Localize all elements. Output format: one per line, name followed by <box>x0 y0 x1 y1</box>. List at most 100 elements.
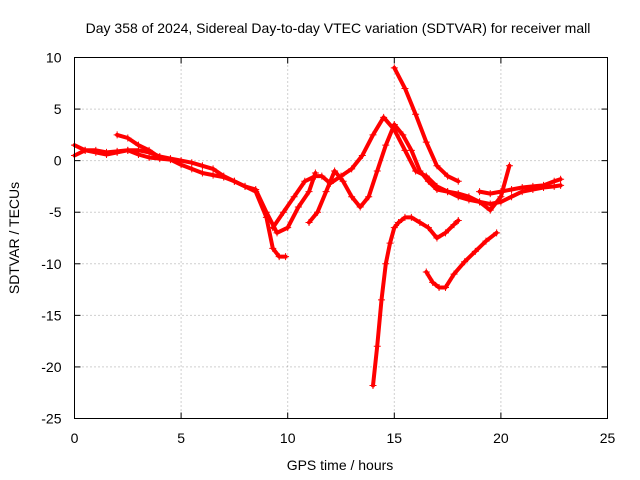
axis-ticks <box>74 57 608 419</box>
data-point <box>382 141 390 149</box>
data-point <box>373 167 381 175</box>
data-point <box>529 182 537 190</box>
series-track-i <box>476 175 565 198</box>
data-point <box>407 213 415 221</box>
data-point <box>540 181 548 189</box>
x-tick-label: 20 <box>493 430 509 446</box>
y-axis-tick-labels: -25 -20 -15 -10 -5 0 5 10 <box>41 50 61 427</box>
data-point <box>230 177 238 185</box>
data-point <box>454 177 462 185</box>
data-point <box>557 175 565 183</box>
data-point <box>348 193 356 201</box>
data-point <box>241 182 249 190</box>
x-tick-label: 25 <box>600 430 616 446</box>
data-point <box>518 183 526 191</box>
data-point <box>429 278 437 286</box>
data-point <box>441 284 449 292</box>
data-point <box>311 172 319 180</box>
data-point <box>113 148 121 156</box>
data-point <box>416 219 424 227</box>
data-point <box>177 161 185 169</box>
data-point <box>486 190 494 198</box>
data-point <box>358 151 366 159</box>
data-point <box>508 186 516 194</box>
data-point <box>461 258 469 266</box>
data-point <box>486 200 494 208</box>
data-point <box>471 247 479 255</box>
series-track-g <box>369 213 462 389</box>
data-point <box>252 186 260 194</box>
x-axis-label: GPS time / hours <box>287 457 394 473</box>
data-point <box>365 193 373 201</box>
data-point <box>399 131 407 139</box>
data-point <box>279 208 287 216</box>
data-point <box>482 237 490 245</box>
data-point <box>422 268 430 276</box>
data-point <box>145 154 153 162</box>
data-point <box>465 193 473 201</box>
data-point <box>188 165 196 173</box>
y-tick-label: -5 <box>49 204 62 220</box>
data-point <box>450 270 458 278</box>
data-point <box>113 131 121 139</box>
y-axis-label: SDTVAR / TECUs <box>6 182 22 294</box>
data-point <box>412 110 420 118</box>
x-axis-tick-labels: 0 5 10 15 20 25 <box>71 430 616 446</box>
data-point <box>401 213 409 221</box>
data-point <box>505 162 513 170</box>
data-point <box>275 253 283 261</box>
plot-frame <box>74 57 608 419</box>
data-point <box>390 224 398 232</box>
data-point <box>284 224 292 232</box>
x-tick-label: 0 <box>71 430 79 446</box>
x-tick-label: 15 <box>387 430 403 446</box>
data-point <box>557 181 565 189</box>
series-track-c <box>113 131 164 162</box>
data-point <box>348 165 356 173</box>
data-point <box>550 177 558 185</box>
data-point <box>356 203 364 211</box>
data-point <box>81 146 89 154</box>
data-point <box>373 342 381 350</box>
data-point <box>134 150 142 158</box>
data-point <box>486 206 494 214</box>
series-track-h <box>422 229 501 292</box>
data-point <box>395 219 403 227</box>
data-point <box>390 64 398 72</box>
data-point <box>369 131 377 139</box>
data-point <box>318 172 326 180</box>
data-point <box>416 167 424 175</box>
data-point <box>508 193 516 201</box>
data-point <box>424 224 432 232</box>
plot-area-series <box>71 64 565 389</box>
data-point <box>441 229 449 237</box>
data-point <box>476 188 484 196</box>
data-point <box>305 219 313 227</box>
data-point <box>209 165 217 173</box>
data-point <box>124 134 132 142</box>
data-point <box>282 253 290 261</box>
data-point <box>145 146 153 154</box>
data-point <box>382 260 390 268</box>
y-tick-label: 5 <box>54 101 62 117</box>
data-point <box>198 162 206 170</box>
data-point <box>407 146 415 154</box>
data-point <box>493 229 501 237</box>
data-point <box>290 193 298 201</box>
data-point <box>386 239 394 247</box>
y-tick-label: -10 <box>41 256 61 272</box>
y-tick-label: -20 <box>41 359 61 375</box>
data-point <box>269 244 277 252</box>
data-point <box>134 141 142 149</box>
series-track-f <box>390 64 462 185</box>
data-point <box>433 186 441 194</box>
data-point <box>450 221 458 229</box>
data-point <box>220 173 228 181</box>
grid <box>74 57 608 419</box>
data-point <box>369 381 377 389</box>
y-tick-label: 10 <box>46 50 62 66</box>
data-point <box>401 146 409 154</box>
data-point <box>435 284 443 292</box>
